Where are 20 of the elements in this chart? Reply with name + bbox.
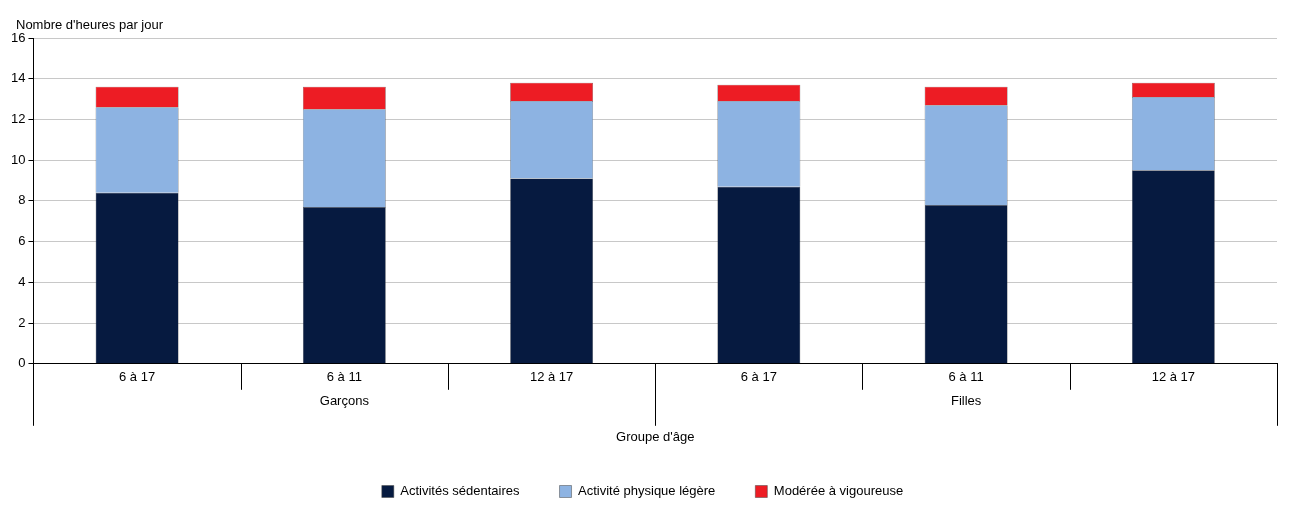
y-tick-label: 10 — [10, 151, 26, 167]
x-tick-label: 6 à 17 — [119, 369, 156, 385]
x-tick-label: 12 à 17 — [529, 369, 574, 385]
x-tick-label: 6 à 11 — [948, 369, 984, 385]
y-tick-label: 4 — [18, 273, 26, 289]
y-tick-label: 6 — [18, 233, 26, 249]
text: Filles — [950, 393, 982, 409]
y-tick-label: 12 — [10, 111, 26, 127]
legend-label: Activité physique légère — [578, 483, 716, 499]
y-tick-label: 14 — [10, 70, 26, 86]
x-axis-title: Groupe d'âge — [616, 428, 695, 444]
x-tick-label: 6 à 11 — [326, 369, 362, 385]
x-tick-label: 6 à 17 — [740, 369, 777, 385]
text: Garçons — [319, 393, 370, 409]
legend-label: Activités sédentaires — [400, 483, 521, 499]
x-tick-label: 12 à 17 — [1151, 369, 1196, 385]
legend-label: Modérée à vigoureuse — [773, 483, 904, 499]
y-tick-label: 8 — [18, 192, 26, 208]
y-tick-label: 0 — [18, 355, 26, 371]
y-tick-label: 2 — [18, 314, 26, 330]
